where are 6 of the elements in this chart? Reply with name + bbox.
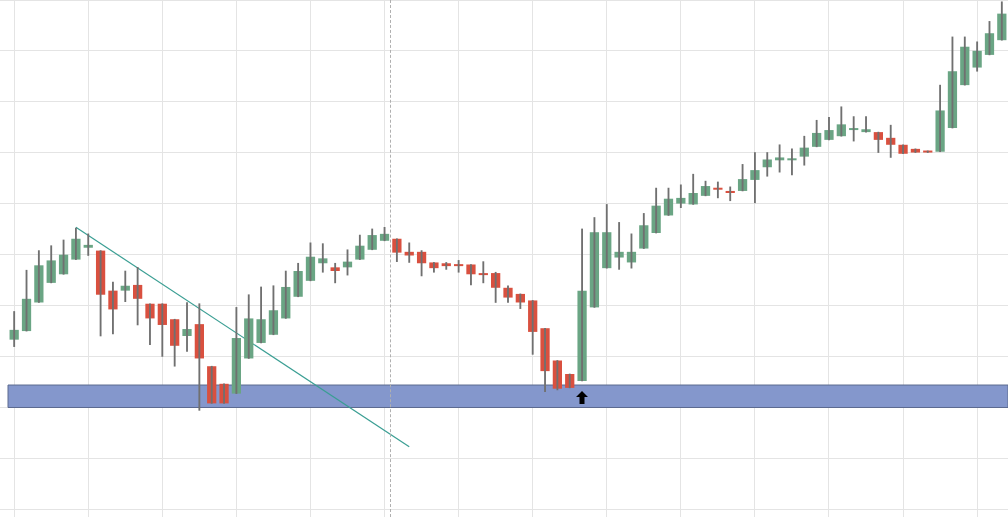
candlestick (219, 383, 229, 404)
candlestick (910, 148, 921, 153)
candlestick (614, 222, 624, 270)
candlestick (861, 116, 871, 133)
candlestick (429, 262, 439, 273)
candlestick (923, 150, 933, 153)
